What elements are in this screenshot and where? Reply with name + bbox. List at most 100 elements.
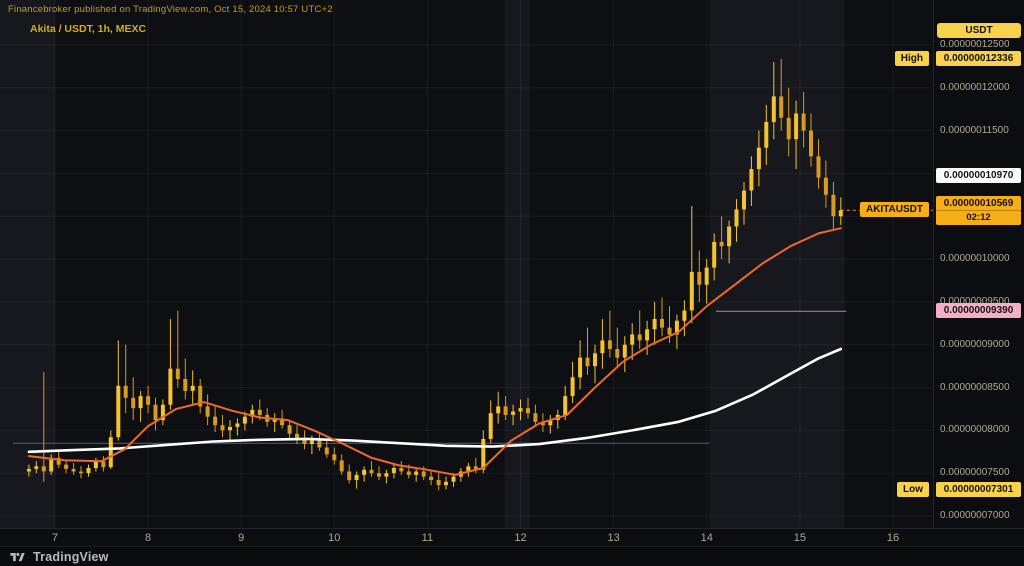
candle-body <box>429 476 434 480</box>
candle-body <box>295 433 299 439</box>
candle-body <box>302 438 307 444</box>
candle-body <box>399 468 404 472</box>
price-tick-label: 0.00000009500 <box>940 295 1010 307</box>
candle-body <box>414 471 419 475</box>
session-shade-band <box>529 0 710 528</box>
candle-body <box>362 469 367 475</box>
candle-body <box>570 377 575 397</box>
candle-body <box>183 379 188 391</box>
candle-body <box>585 357 590 367</box>
candle-body <box>93 461 98 469</box>
candle-body <box>235 423 240 427</box>
candle-body <box>756 147 761 170</box>
candle-body <box>563 396 568 415</box>
candle-body <box>503 406 508 415</box>
price-tick-label: 0.00000007500 <box>940 467 1010 479</box>
candle-body <box>630 334 635 345</box>
symbol-title: Akita / USDT, 1h, MEXC <box>30 23 147 35</box>
candle-body <box>816 156 821 178</box>
candle-body <box>771 96 776 123</box>
time-tick-label: 13 <box>607 532 620 544</box>
candle-body <box>742 190 746 210</box>
candle-body <box>823 177 828 195</box>
candle-body <box>481 438 486 470</box>
candle-body <box>108 437 113 468</box>
time-tick-label: 15 <box>793 532 806 544</box>
candle-body <box>473 466 478 470</box>
candle-body <box>809 130 813 157</box>
candle-body <box>205 406 210 417</box>
candle-body <box>324 447 329 455</box>
candle-body <box>727 226 732 247</box>
candle-body <box>332 454 337 461</box>
candle-body <box>436 480 441 486</box>
candle-body <box>734 209 739 227</box>
candle-body <box>831 194 836 217</box>
candle-body <box>578 357 583 378</box>
candle-body <box>682 310 687 321</box>
price-chart[interactable] <box>0 0 933 528</box>
moving-average-line <box>27 227 842 476</box>
candle-body <box>86 468 91 474</box>
candle-body <box>160 404 165 421</box>
candle-body <box>257 409 262 415</box>
price-axis[interactable]: USDT 0.00000012500 0.00000012000 0.0000001… <box>933 0 1024 528</box>
candle-body <box>421 471 426 477</box>
time-tick-label: 9 <box>238 532 245 544</box>
candle-body <box>131 397 136 409</box>
candle-body <box>689 271 694 311</box>
candle-body <box>41 466 46 472</box>
candle-body <box>712 241 717 268</box>
time-axis[interactable]: 7 8 9 10 11 12 13 14 15 16 <box>0 528 1024 546</box>
candle-body <box>496 406 501 414</box>
tradingview-logo[interactable]: TradingView <box>10 550 109 564</box>
candle-body <box>101 461 106 468</box>
candle-body <box>540 421 545 426</box>
price-tick-label: 0.00000012500 <box>940 38 1010 50</box>
moving-average-line <box>27 347 843 454</box>
attribution-text: Financebroker published on TradingView.c… <box>8 4 333 15</box>
candle-body <box>645 329 650 341</box>
tradingview-logo-text: TradingView <box>33 549 109 564</box>
candle-body <box>622 344 627 358</box>
price-tick-label: 0.00000011500 <box>940 124 1009 136</box>
candle-body <box>138 396 143 409</box>
candle-body <box>354 474 359 480</box>
price-tick-label: 0.00000011000 <box>940 167 1009 179</box>
session-shade-band <box>844 0 933 528</box>
candle-body <box>674 320 679 335</box>
time-tick-label: 10 <box>328 532 341 544</box>
candle-body <box>779 96 784 118</box>
candle-body <box>213 416 218 426</box>
candle-body <box>168 368 173 405</box>
candle-body <box>339 460 344 472</box>
time-tick-label: 16 <box>886 532 900 544</box>
candle-body <box>719 241 724 247</box>
candle-body <box>384 473 389 477</box>
time-tick-label: 8 <box>144 532 152 544</box>
candle-body <box>175 368 180 379</box>
candle-body <box>287 425 292 434</box>
candle-body <box>369 469 374 474</box>
candle-body <box>71 468 76 472</box>
currency-badge: USDT <box>937 23 1021 38</box>
price-tick-label: 0.00000010000 <box>940 253 1010 265</box>
candle-body <box>123 385 128 398</box>
candle-body <box>250 409 255 417</box>
candle-body <box>56 457 61 465</box>
candle-body <box>697 271 702 285</box>
candle-body <box>637 334 642 341</box>
price-tick-label: 0.00000008500 <box>940 381 1010 393</box>
candle-body <box>49 457 54 472</box>
candle-body <box>116 385 121 438</box>
candle-body <box>518 408 523 412</box>
candle-body <box>79 471 83 474</box>
candle-body <box>548 420 553 426</box>
candle-body <box>652 319 657 330</box>
candle-body <box>615 349 620 358</box>
price-tick-label: 0.00000009000 <box>940 338 1010 350</box>
candle-body <box>660 319 664 328</box>
candle-body <box>704 267 709 285</box>
candle-body <box>272 418 277 422</box>
